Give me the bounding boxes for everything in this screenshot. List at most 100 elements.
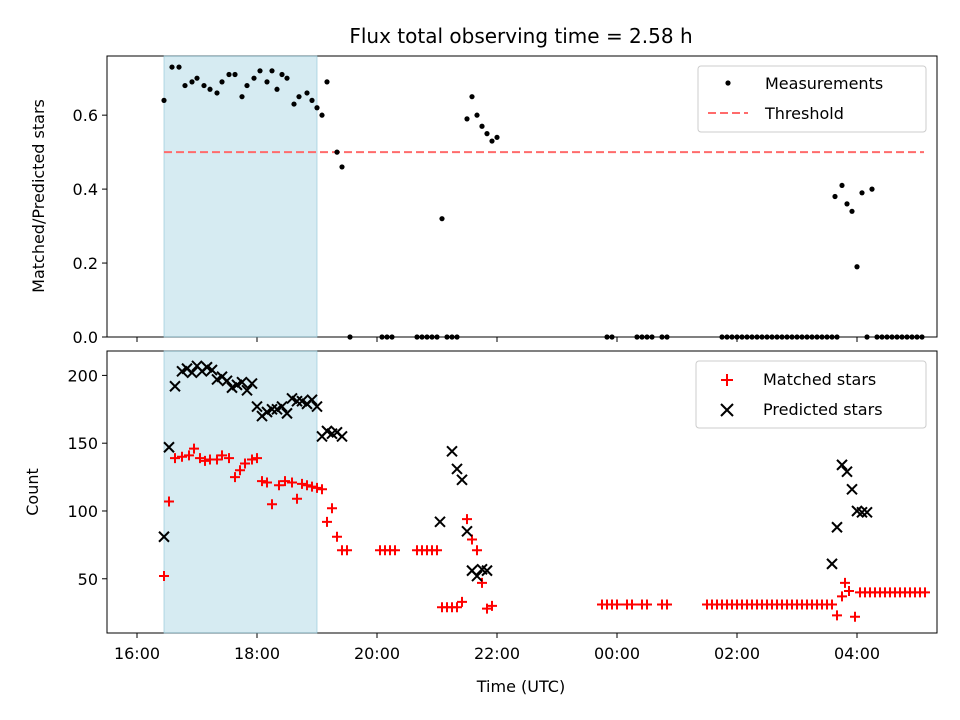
measurement-points [161,64,925,340]
measurement-point [779,334,785,340]
measurement-point [724,334,730,340]
legend-label-matched: Matched stars [763,370,876,389]
predicted-star-point [206,364,218,376]
measurement-point [869,186,875,192]
measurement-point [914,334,920,340]
measurement-point [909,334,915,340]
measurement-point [744,334,750,340]
measurement-point [739,334,745,340]
matched-star-point [457,596,467,607]
measurement-point [649,334,655,340]
matched-star-point [267,499,277,510]
predicted-star-point [846,483,858,495]
measurement-point [834,334,840,340]
predicted-star-point [831,521,843,533]
measurement-point [832,193,838,200]
matched-star-point [452,602,462,613]
y-tick-label: 0.6 [73,106,98,125]
measurement-point [604,334,610,340]
matched-star-point [850,611,860,622]
measurement-point [609,334,615,340]
measurement-point [201,82,207,89]
matched-stars-points [159,443,930,622]
bottom-legend-box [695,360,927,429]
highlight-span-rect [163,55,318,338]
matched-star-point [327,503,337,514]
measurement-point [899,334,905,340]
measurement-point [469,94,475,100]
y-tick-label: 150 [67,434,98,453]
matched-star-point [432,545,442,556]
x-tick-label: 20:00 [354,644,400,663]
bottom-xlabel: Time (UTC) [476,677,565,696]
matched-star-point [189,443,199,454]
matched-star-point [217,450,227,461]
measurement-point [864,334,870,340]
matched-star-point [252,453,262,464]
measurement-point [194,75,200,81]
predicted-star-point [841,465,853,478]
measurement-point [449,334,455,340]
matched-star-point [312,482,322,493]
matched-star-point [292,493,302,504]
measurement-point [444,334,450,340]
measurement-point [379,334,385,340]
bottom-ylabel: Count [23,468,42,516]
x-tick-label: 16:00 [114,644,160,663]
matched-star-point [170,453,180,464]
predicted-star-point [169,380,181,392]
predicted-star-point [451,463,463,475]
measurement-point [251,75,257,81]
legend-marker-predicted [720,403,734,417]
matched-star-point [297,478,307,489]
bottom-axes-frame [106,350,938,634]
measurement-point [734,334,740,340]
chart-title: Flux total observing time = 2.58 h [349,24,692,48]
matched-star-point [159,571,169,582]
measurement-point [424,334,430,340]
matched-star-point [224,453,234,464]
matched-star-point [390,545,400,556]
predicted-star-point [236,376,248,388]
measurement-point [182,82,188,89]
measurement-point [804,334,810,340]
x-tick-label: 02:00 [714,644,760,663]
predicted-star-point [251,400,263,413]
measurement-point [226,71,232,78]
measurement-point [176,64,182,70]
measurement-point [919,334,925,340]
matched-star-point [230,472,240,483]
predicted-star-point [306,394,318,406]
predicted-star-point [336,430,348,443]
measurement-point [639,334,645,340]
top-panel-ratio: Flux total observing time = 2.58 h Match… [29,24,938,347]
measurement-point [824,334,830,340]
matched-star-point [274,480,284,491]
matched-star-point [837,591,847,602]
measurement-point [419,334,425,340]
highlight-span-bottom [163,350,318,634]
matched-star-point [832,610,842,621]
matched-star-point [257,476,267,487]
predicted-star-point [158,531,170,543]
predicted-star-point [446,445,458,458]
matched-star-point [477,577,487,588]
measurement-point [219,79,225,85]
predicted-star-point [861,506,873,519]
measurement-point [809,334,815,340]
matched-star-point [184,450,194,461]
measurement-point [257,68,263,74]
measurement-point [759,334,765,340]
measurement-point [819,334,825,340]
measurement-point [729,334,735,340]
matched-star-point [164,496,174,507]
measurement-point [849,208,855,214]
measurement-point [784,334,790,340]
measurement-point [309,97,315,103]
x-tick-label: 18:00 [234,644,280,663]
matched-star-point [240,458,250,469]
measurement-point [829,334,835,340]
matched-star-point [247,454,257,465]
measurement-point [764,334,770,340]
measurement-point [894,334,900,340]
